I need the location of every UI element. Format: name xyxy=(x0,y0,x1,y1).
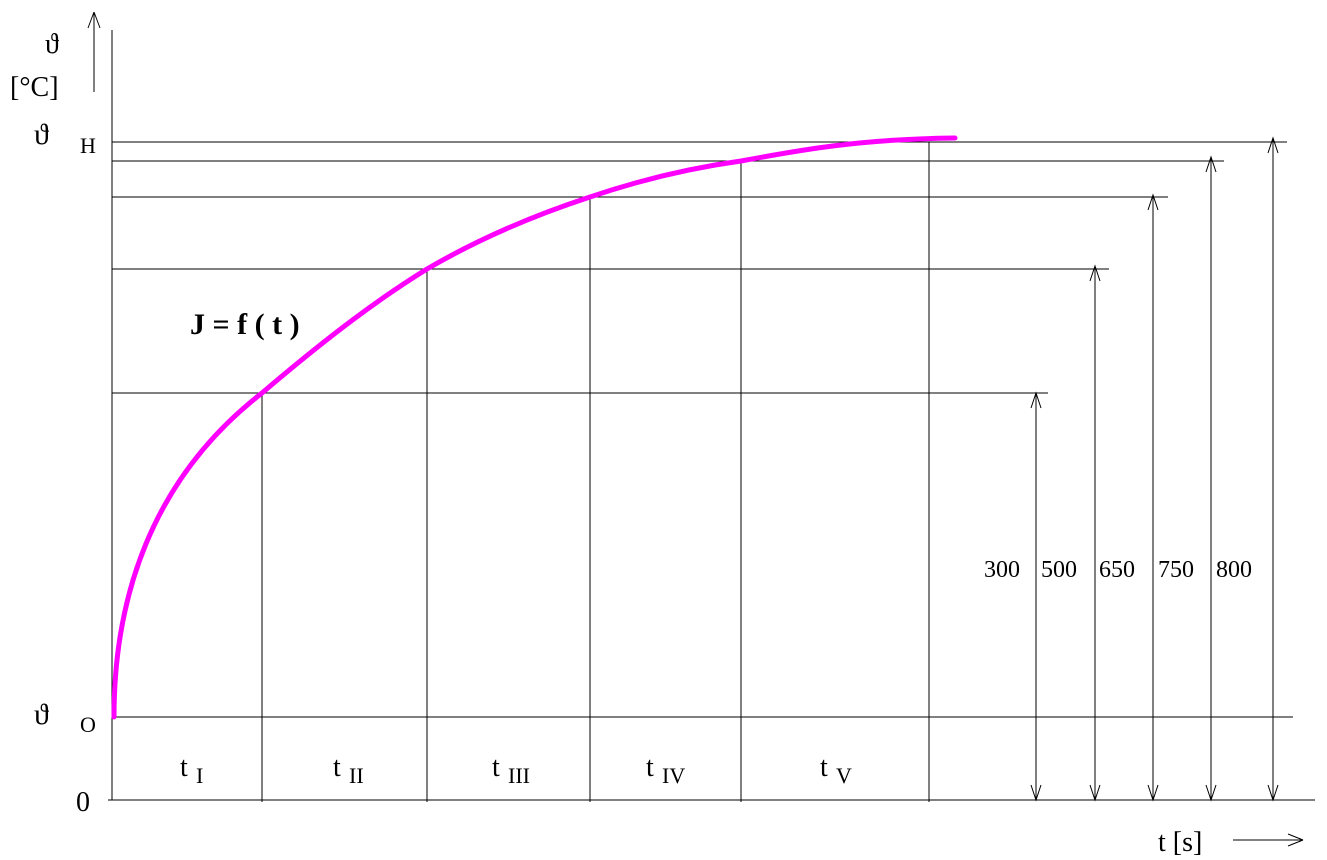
interval-label-5: t V xyxy=(820,752,852,788)
svg-text:t: t xyxy=(820,752,828,783)
curve-label: J = f ( t ) xyxy=(190,308,300,341)
svg-text:V: V xyxy=(836,763,852,788)
theta-o-symbol: ϑ xyxy=(34,698,49,731)
svg-text:t: t xyxy=(492,752,500,783)
dimension-arrow-800 xyxy=(1267,136,1279,802)
interval-label-2: t II xyxy=(333,752,364,788)
theta-h-subscript: H xyxy=(80,133,96,158)
dimension-arrow-500 xyxy=(1089,264,1101,802)
origin-label: 0 xyxy=(76,787,90,818)
svg-text:t: t xyxy=(646,752,654,783)
level-label-650: 650 xyxy=(1099,557,1135,583)
theta-h-symbol: ϑ xyxy=(34,118,49,151)
dimension-arrow-650 xyxy=(1147,193,1159,802)
dimension-arrow-750 xyxy=(1205,155,1217,802)
y-axis-arrow-icon xyxy=(87,11,101,92)
interval-label-1: t I xyxy=(180,752,203,788)
interval-label-4: t IV xyxy=(646,752,685,788)
level-label-300: 300 xyxy=(984,557,1020,583)
x-axis-label: t [s] xyxy=(1158,827,1202,858)
svg-text:t: t xyxy=(333,752,341,783)
svg-text:III: III xyxy=(508,763,530,788)
y-axis-symbol: ϑ xyxy=(45,29,59,60)
dimension-arrow-300 xyxy=(1030,391,1042,802)
level-label-750: 750 xyxy=(1158,557,1194,583)
svg-text:II: II xyxy=(349,763,364,788)
theta-o-subscript: O xyxy=(80,712,96,737)
svg-text:I: I xyxy=(196,763,203,788)
y-axis-unit: [°C] xyxy=(10,72,59,103)
x-axis-arrow-icon xyxy=(1233,833,1304,847)
level-label-500: 500 xyxy=(1041,557,1077,583)
interval-label-3: t III xyxy=(492,752,530,788)
svg-text:t: t xyxy=(180,752,188,783)
heating-curve xyxy=(111,135,958,720)
svg-text:IV: IV xyxy=(662,763,685,788)
level-label-800: 800 xyxy=(1216,557,1252,583)
